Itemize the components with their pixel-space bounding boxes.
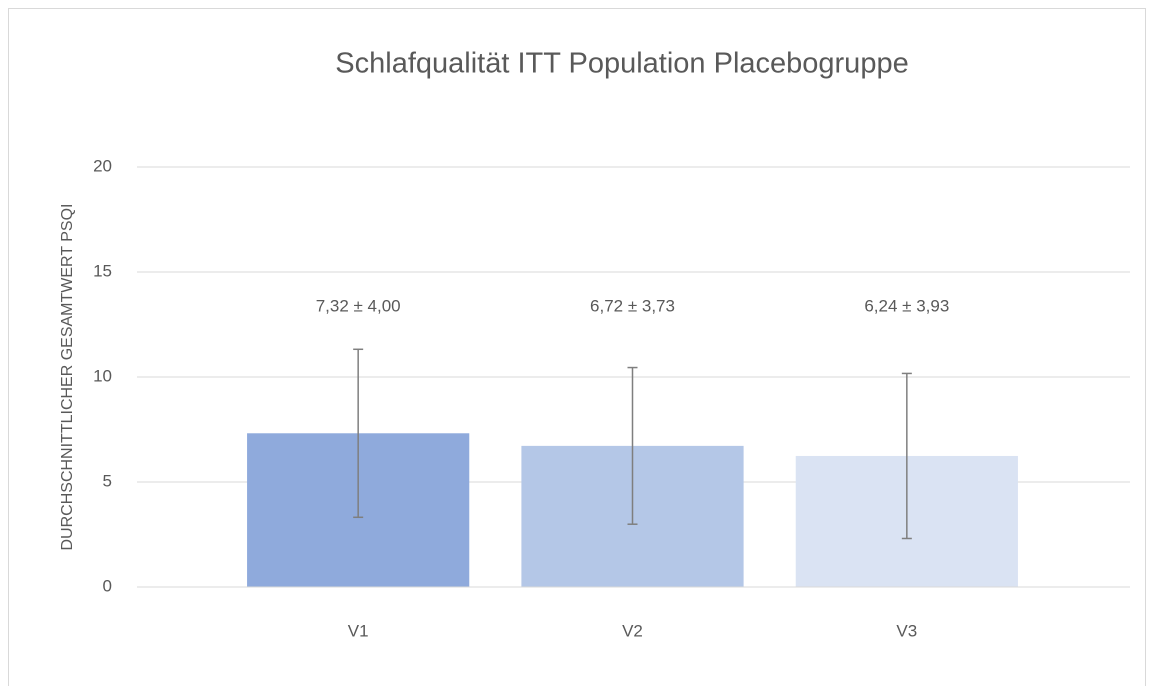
x-tick-label: V3 [896,621,917,640]
data-label: 6,24 ± 3,93 [864,296,949,315]
chart-border [8,8,1146,686]
x-tick-label: V1 [348,621,369,640]
y-tick-label: 10 [93,366,112,385]
x-tick-label: V2 [622,621,643,640]
y-tick-label: 20 [93,156,112,175]
y-tick-label: 15 [93,261,112,280]
data-label: 7,32 ± 4,00 [316,296,401,315]
y-axis-label: DURCHSCHNITTLICHER GESAMTWERT PSQI [59,204,76,551]
y-tick-label: 5 [103,471,112,490]
y-tick-label: 0 [103,576,112,595]
chart-title: Schlafqualität ITT Population Placebogru… [335,48,908,80]
data-label: 6,72 ± 3,73 [590,296,675,315]
